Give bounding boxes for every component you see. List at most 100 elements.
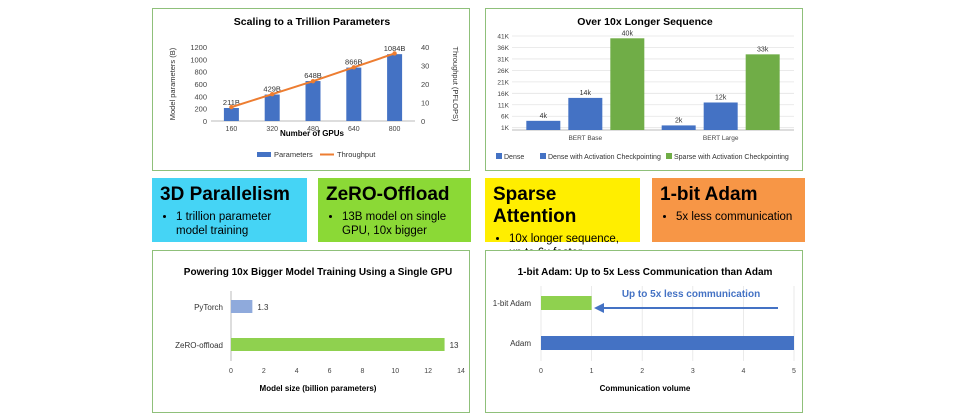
card-title: Sparse Attention — [493, 184, 577, 227]
legend-label-throughput: Throughput — [337, 150, 376, 159]
bar-value-label: 40k — [622, 30, 634, 37]
chart-panel-sequence: Over 10x Longer Sequence 1K 6K 11K 16K 21K 26K… — [485, 8, 803, 171]
bar-value-label: 211B — [223, 98, 240, 107]
legend-swatch — [666, 153, 672, 159]
throughput-point — [392, 51, 397, 56]
x-tick-label: BERT Large — [703, 135, 739, 142]
x-axis-label: Communication volume — [600, 384, 691, 393]
chart-communication: 1-bit Adam: Up to 5x Less Communication … — [493, 267, 796, 393]
y-tick-label: 41K — [497, 34, 509, 41]
card-bullets: 13B model on single GPU, 10x bigger — [326, 210, 463, 238]
legend-label: Sparse with Activation Checkpointing — [674, 154, 789, 161]
parameters-bar — [264, 94, 280, 121]
x-tick-label: 480 — [307, 126, 319, 133]
card-bullets: 1 trillion parameter model training — [160, 210, 299, 238]
legend-label: Dense — [504, 154, 524, 161]
annotation-arrowhead — [594, 303, 604, 313]
chart-title: Over 10x Longer Sequence — [577, 16, 713, 28]
chart-model-size: Powering 10x Bigger Model Training Using… — [175, 267, 465, 393]
y-tick-label: 1K — [501, 125, 510, 132]
bar-value-label: 13 — [450, 341, 459, 350]
chart-title: 1-bit Adam: Up to 5x Less Communication … — [518, 267, 773, 278]
legend-swatch — [540, 153, 546, 159]
x-tick-label: 320 — [266, 126, 278, 133]
x-tick-label: 10 — [391, 368, 399, 375]
y-tick-label: 31K — [497, 56, 509, 63]
bar-value-label: 1084B — [384, 44, 406, 53]
x-tick-label: 8 — [360, 368, 364, 375]
y2-axis-label: Throughput (PFLOPS) — [451, 46, 460, 122]
parameters-bar — [305, 81, 321, 121]
card-title: ZeRO-Offload — [326, 184, 450, 205]
legend-swatch — [496, 153, 502, 159]
communication-bar — [541, 296, 592, 310]
model-size-bar — [231, 300, 253, 313]
y-tick-label: 26K — [497, 68, 509, 75]
y-tick-label: 36K — [497, 45, 509, 52]
y-tick-label: 6K — [501, 114, 510, 121]
bar-value-label: 866B — [345, 58, 363, 67]
x-tick-label: 1 — [590, 368, 594, 375]
y2-tick-label: 0 — [421, 117, 425, 126]
x-axis-label: Number of GPUs — [280, 129, 345, 138]
y-tick-label: 800 — [194, 68, 207, 77]
card-3d-parallelism: 3D Parallelism 1 trillion parameter mode… — [152, 178, 307, 242]
legend-label-parameters: Parameters — [274, 150, 313, 159]
x-tick-label: 12 — [424, 368, 432, 375]
sequence-bar — [703, 102, 738, 130]
sequence-bar — [661, 125, 696, 130]
x-tick-label: 800 — [389, 126, 401, 133]
bar-value-label: 4k — [540, 113, 548, 120]
chart-panel-communication: 1-bit Adam: Up to 5x Less Communication … — [485, 250, 803, 413]
bar-value-label: 14k — [580, 90, 592, 97]
x-tick-label: 0 — [229, 368, 233, 375]
legend-swatch-parameters — [257, 152, 271, 157]
chart-sequence: Over 10x Longer Sequence 1K 6K 11K 16K 21K 26K… — [496, 16, 794, 161]
x-tick-label: 3 — [691, 368, 695, 375]
x-tick-label: 640 — [348, 126, 360, 133]
x-tick-label: 2 — [640, 368, 644, 375]
bar-value-label: 2k — [675, 117, 683, 124]
annotation-text: Up to 5x less communication — [622, 289, 760, 300]
sequence-bar — [568, 97, 603, 130]
card-1bit-adam: 1-bit Adam 5x less communication — [652, 178, 805, 242]
x-tick-label: 160 — [226, 126, 238, 133]
y-tick-label: 16K — [497, 91, 509, 98]
y-category-label: PyTorch — [194, 303, 223, 312]
parameters-bar — [387, 54, 403, 121]
y-tick-label: 1000 — [190, 55, 207, 64]
y-tick-label: 1200 — [190, 43, 207, 52]
y-tick-label: 400 — [194, 92, 207, 101]
bar-value-label: 1.3 — [257, 303, 269, 312]
legend-label: Dense with Activation Checkpointing — [548, 154, 661, 161]
card-bullet: 13B model on single GPU, 10x bigger — [342, 210, 463, 238]
x-axis-label: Model size (billion parameters) — [260, 384, 377, 393]
card-bullet: 1 trillion parameter model training — [176, 210, 299, 238]
y-category-label: ZeRO-offload — [175, 341, 223, 350]
bar-value-label: 33k — [757, 46, 769, 53]
chart-panel-scaling: Scaling to a Trillion Parameters 0 200 400 6… — [152, 8, 470, 171]
y-axis-label: Model parameters (B) — [168, 47, 177, 120]
x-tick-label: 2 — [262, 368, 266, 375]
x-tick-label: 4 — [295, 368, 299, 375]
chart-panel-zero-offload: Powering 10x Bigger Model Training Using… — [152, 250, 470, 413]
y-tick-label: 0 — [203, 117, 207, 126]
chart-title: Powering 10x Bigger Model Training Using… — [184, 267, 452, 278]
x-tick-label: 5 — [792, 368, 796, 375]
x-tick-label: 14 — [457, 368, 465, 375]
x-tick-label: BERT Base — [568, 135, 602, 142]
bar-value-label: 12k — [715, 94, 727, 101]
sequence-bar — [610, 38, 645, 131]
card-title: 1-bit Adam — [660, 184, 758, 205]
throughput-point — [270, 91, 275, 97]
x-tick-label: 0 — [539, 368, 543, 375]
y-category-label: 1-bit Adam — [493, 299, 532, 308]
throughput-point — [310, 79, 316, 84]
communication-bar — [541, 336, 794, 350]
parameters-bar — [223, 107, 239, 121]
throughput-point — [351, 65, 356, 70]
y-tick-label: 11K — [498, 102, 510, 109]
y2-tick-label: 40 — [421, 43, 429, 52]
bar-value-label: 648B — [304, 71, 322, 80]
x-tick-label: 6 — [328, 368, 332, 375]
